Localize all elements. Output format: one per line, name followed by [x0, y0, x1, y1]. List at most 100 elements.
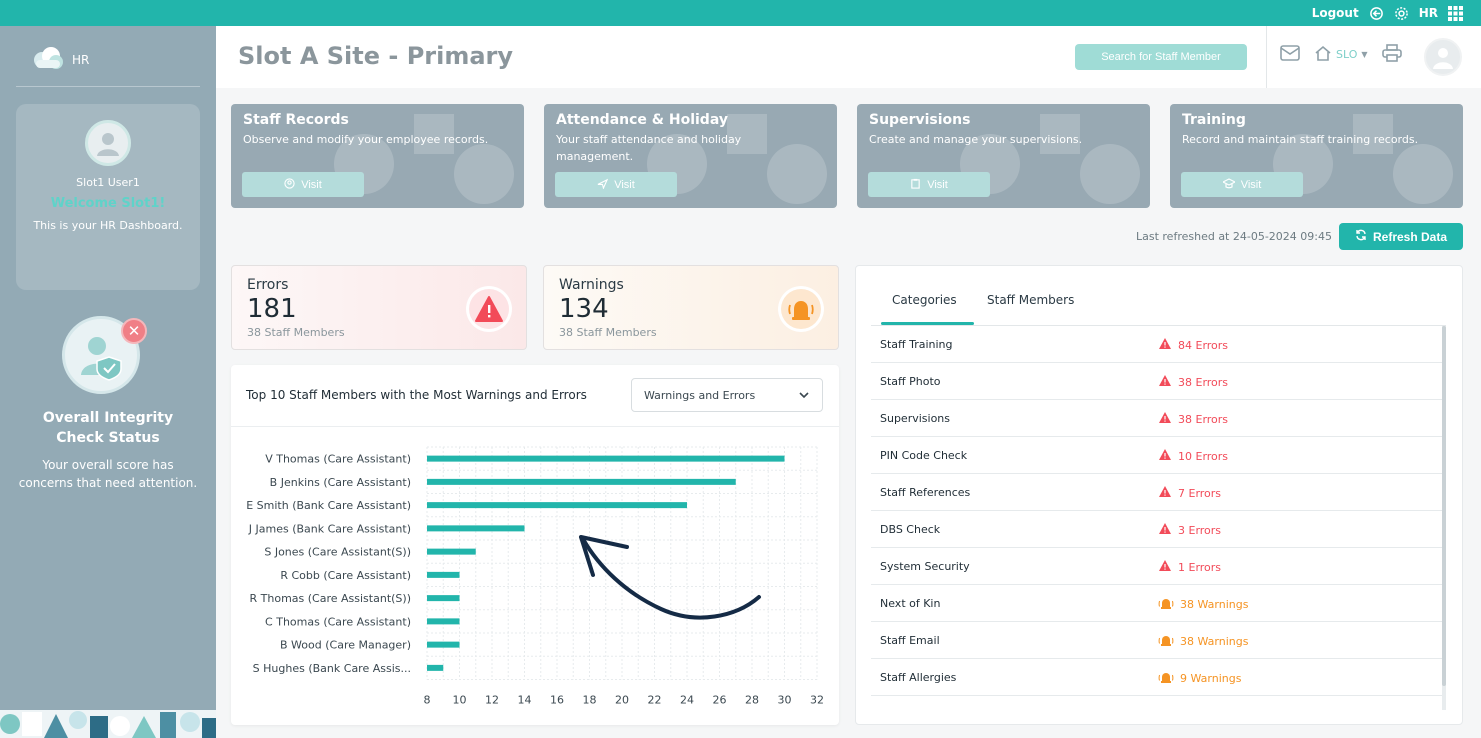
warnings-stat-card[interactable]: Warnings 134 38 Staff Members — [543, 265, 839, 350]
category-row[interactable]: Supervisions 38 Errors — [871, 400, 1443, 437]
last-refreshed-text: Last refreshed at 24-05-2024 09:45 — [1135, 230, 1332, 243]
error-warning-icon — [1158, 559, 1172, 575]
integrity-close-icon: ✕ — [121, 318, 147, 344]
welcome-text: Welcome Slot1! — [50, 196, 166, 211]
category-name: System Security — [880, 560, 970, 573]
y-tick-label: R Cobb (Care Assistant) — [280, 569, 411, 582]
visit-attendance-button[interactable]: Visit — [555, 172, 677, 197]
chart-bar[interactable] — [427, 548, 476, 555]
refresh-label: Refresh Data — [1372, 229, 1448, 244]
page-header: Slot A Site - Primary Search for Staff M… — [216, 26, 1481, 88]
x-tick-label: 20 — [615, 694, 629, 707]
category-value: 38 Errors — [1178, 375, 1229, 389]
header-divider — [1266, 26, 1267, 88]
category-row[interactable]: Next of Kin 38 Warnings — [871, 585, 1443, 622]
category-row[interactable]: Staff Allergies 9 Warnings — [871, 659, 1443, 696]
visit-supervisions-button[interactable]: Visit — [868, 172, 990, 197]
category-row[interactable]: Staff Photo 38 Errors — [871, 363, 1443, 400]
user-code[interactable]: HR — [1418, 6, 1438, 20]
category-name: Staff Photo — [880, 375, 941, 388]
chart-bar[interactable] — [427, 595, 460, 602]
chart-bar[interactable] — [427, 664, 444, 671]
chart-bar[interactable] — [427, 641, 460, 648]
warning-bell-icon — [1158, 596, 1174, 613]
x-tick-label: 8 — [424, 694, 431, 707]
x-tick-label: 12 — [485, 694, 499, 707]
error-warning-icon — [1158, 411, 1172, 427]
x-tick-label: 22 — [648, 694, 662, 707]
errors-label: Errors — [247, 277, 289, 293]
apps-grid-icon[interactable] — [1448, 5, 1463, 21]
chart-bar[interactable] — [427, 618, 460, 625]
mail-icon[interactable] — [1280, 45, 1300, 64]
tab-staff-members[interactable]: Staff Members — [987, 293, 1075, 307]
category-row[interactable]: System Security 1 Errors — [871, 548, 1443, 585]
refresh-data-button[interactable]: Refresh Data — [1339, 223, 1463, 250]
warning-bell-icon — [1158, 670, 1174, 687]
dashboard-text: This is your HR Dashboard. — [33, 219, 183, 232]
category-count: 9 Warnings — [1158, 670, 1241, 687]
visit-staff-records-button[interactable]: Visit — [242, 172, 364, 197]
x-tick-label: 16 — [550, 694, 564, 707]
card-title: Attendance & Holiday — [556, 112, 728, 128]
category-row[interactable]: Staff Training 84 Errors — [871, 326, 1443, 363]
visit-training-button[interactable]: Visit — [1181, 172, 1303, 197]
scrollbar-thumb[interactable] — [1442, 326, 1446, 686]
y-tick-label: V Thomas (Care Assistant) — [265, 453, 411, 466]
category-row[interactable]: PIN Code Check 10 Errors — [871, 437, 1443, 474]
chart-bar[interactable] — [427, 455, 785, 462]
errors-stat-card[interactable]: Errors 181 38 Staff Members — [231, 265, 527, 350]
user-avatar — [85, 120, 131, 166]
caret-down-icon: ▼ — [1361, 50, 1368, 59]
y-tick-label: R Thomas (Care Assistant(S)) — [250, 592, 411, 605]
error-warning-icon — [1158, 374, 1172, 390]
gear-icon[interactable] — [1394, 6, 1409, 21]
breakdown-panel: Categories Staff Members Staff Training 8… — [855, 265, 1463, 725]
category-value: 38 Warnings — [1180, 635, 1249, 648]
user-card: Slot1 User1 Welcome Slot1! This is your … — [16, 104, 200, 290]
warnings-label: Warnings — [559, 277, 624, 293]
category-row[interactable]: Staff Email 38 Warnings — [871, 622, 1443, 659]
chart-bar[interactable] — [427, 478, 736, 485]
integrity-title: Overall Integrity Check Status — [42, 410, 174, 446]
category-count: 10 Errors — [1158, 448, 1228, 464]
header-icons: SLO ▼ — [1280, 44, 1402, 65]
search-staff-button[interactable]: Search for Staff Member — [1075, 44, 1247, 70]
top-staff-chart-panel: Top 10 Staff Members with the Most Warni… — [231, 365, 839, 725]
warnings-staff-count: 38 Staff Members — [559, 326, 657, 339]
sidebar-brand[interactable]: HR — [30, 46, 89, 73]
category-value: 1 Errors — [1178, 560, 1222, 574]
x-tick-label: 18 — [583, 694, 597, 707]
chart-bar[interactable] — [427, 502, 687, 509]
site-selector[interactable]: SLO ▼ — [1314, 45, 1368, 64]
plane-icon — [597, 178, 609, 192]
x-tick-label: 32 — [810, 694, 824, 707]
logout-link[interactable]: Logout — [1311, 6, 1359, 20]
top-bar: Logout HR — [0, 0, 1481, 26]
category-count: 38 Warnings — [1158, 596, 1248, 613]
sidebar-pattern — [0, 710, 216, 738]
visit-label: Visit — [301, 178, 322, 191]
warning-bell-icon — [778, 286, 824, 332]
chart-filter-select[interactable]: Warnings and Errors — [631, 378, 823, 412]
category-name: Staff References — [880, 486, 971, 499]
category-value: 84 Errors — [1178, 338, 1229, 352]
category-row[interactable]: DBS Check 3 Errors — [871, 511, 1443, 548]
chart-bar[interactable] — [427, 571, 460, 578]
category-value: 38 Warnings — [1180, 598, 1249, 611]
errors-staff-count: 38 Staff Members — [247, 326, 345, 339]
y-tick-label: E Smith (Bank Care Assistant) — [246, 499, 411, 512]
integrity-text: Your overall score has concerns that nee… — [18, 458, 198, 490]
tab-categories[interactable]: Categories — [892, 293, 957, 307]
avatar[interactable] — [1424, 38, 1462, 76]
brand-label: HR — [72, 52, 90, 67]
printer-icon[interactable] — [1381, 44, 1402, 65]
card-attendance-holiday: Attendance & Holiday Your staff attendan… — [544, 104, 837, 208]
category-row[interactable]: Staff References 7 Errors — [871, 474, 1443, 511]
chart-divider — [231, 426, 839, 427]
logout-icon[interactable] — [1369, 6, 1384, 21]
chart-bar[interactable] — [427, 525, 525, 532]
category-value: 9 Warnings — [1180, 672, 1242, 685]
category-count: 38 Warnings — [1158, 633, 1248, 650]
clipboard-icon — [910, 178, 921, 192]
